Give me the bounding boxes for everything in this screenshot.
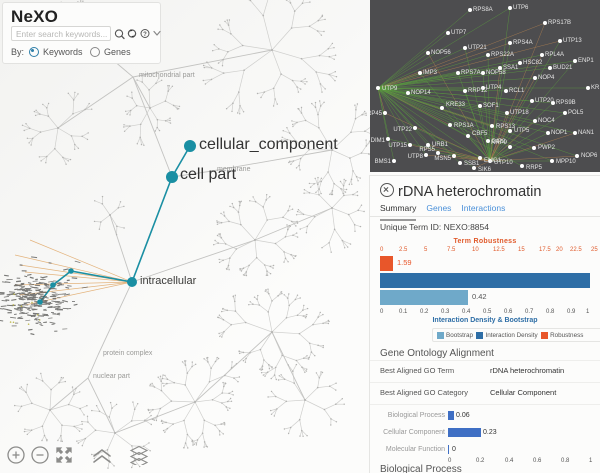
svg-text:MPP10: MPP10	[556, 159, 576, 165]
svg-text:NOP14: NOP14	[411, 90, 431, 96]
svg-text:UTP13: UTP13	[563, 38, 582, 44]
svg-text:UTP18: UTP18	[510, 110, 529, 116]
svg-text:UTP5: UTP5	[514, 128, 530, 134]
svg-text:NOC4: NOC4	[538, 118, 555, 124]
svg-text:RPS8A: RPS8A	[473, 7, 493, 13]
svg-text:RRP5: RRP5	[526, 165, 543, 171]
svg-text:RCL1: RCL1	[509, 88, 525, 94]
svg-text:NOP4: NOP4	[538, 75, 555, 81]
svg-text:UTP10: UTP10	[494, 160, 513, 166]
svg-text:UTP8: UTP8	[408, 154, 424, 160]
svg-text:SSA1: SSA1	[503, 65, 519, 71]
svg-text:RPS5: RPS5	[419, 147, 435, 153]
svg-text:UTP7: UTP7	[451, 30, 467, 36]
svg-text:POL5: POL5	[568, 110, 584, 116]
svg-text:RRP12: RRP12	[468, 88, 488, 94]
svg-text:KRE33: KRE33	[446, 102, 466, 108]
svg-text:BUD21: BUD21	[553, 65, 573, 71]
svg-text:UTP21: UTP21	[468, 45, 487, 51]
svg-text:SIK6: SIK6	[478, 167, 492, 172]
svg-text:SOF1: SOF1	[483, 103, 499, 109]
svg-text:KR: KR	[591, 85, 600, 91]
svg-text:UTP4: UTP4	[486, 85, 502, 91]
svg-text:RPS9B: RPS9B	[556, 100, 576, 106]
svg-text:UTP20: UTP20	[535, 98, 554, 104]
svg-text:NOP1: NOP1	[551, 130, 568, 136]
svg-text:RPS1A: RPS1A	[454, 123, 474, 129]
svg-text:UTP9: UTP9	[382, 86, 398, 92]
svg-text:NAN1: NAN1	[578, 130, 595, 136]
svg-text:RPS22A: RPS22A	[491, 52, 514, 58]
svg-text:MSN5: MSN5	[434, 156, 451, 162]
svg-text:RRP9: RRP9	[491, 140, 508, 146]
svg-text:ENP1: ENP1	[578, 58, 594, 64]
svg-text:UTP22: UTP22	[393, 127, 412, 133]
svg-text:RPL4A: RPL4A	[545, 52, 564, 58]
svg-text:CBF5: CBF5	[472, 131, 488, 137]
svg-text:PWP2: PWP2	[538, 145, 556, 151]
svg-text:HSC82: HSC82	[523, 60, 543, 66]
svg-text:IMP3: IMP3	[423, 70, 438, 76]
svg-text:UTP6: UTP6	[513, 5, 529, 11]
svg-text:BMS1: BMS1	[375, 159, 392, 165]
svg-text:NOP6: NOP6	[581, 153, 598, 159]
svg-text:RPS7A: RPS7A	[461, 70, 481, 76]
svg-text:NOP56: NOP56	[431, 50, 451, 56]
svg-text:RPS13: RPS13	[496, 124, 516, 130]
svg-text:RRP45: RRP45	[370, 111, 383, 117]
svg-text:RPS4A: RPS4A	[513, 40, 533, 46]
svg-text:RPS17B: RPS17B	[548, 20, 571, 26]
svg-text:UTP15: UTP15	[388, 143, 407, 149]
svg-text:DIM1: DIM1	[371, 138, 386, 144]
svg-text:?: ?	[143, 32, 147, 38]
